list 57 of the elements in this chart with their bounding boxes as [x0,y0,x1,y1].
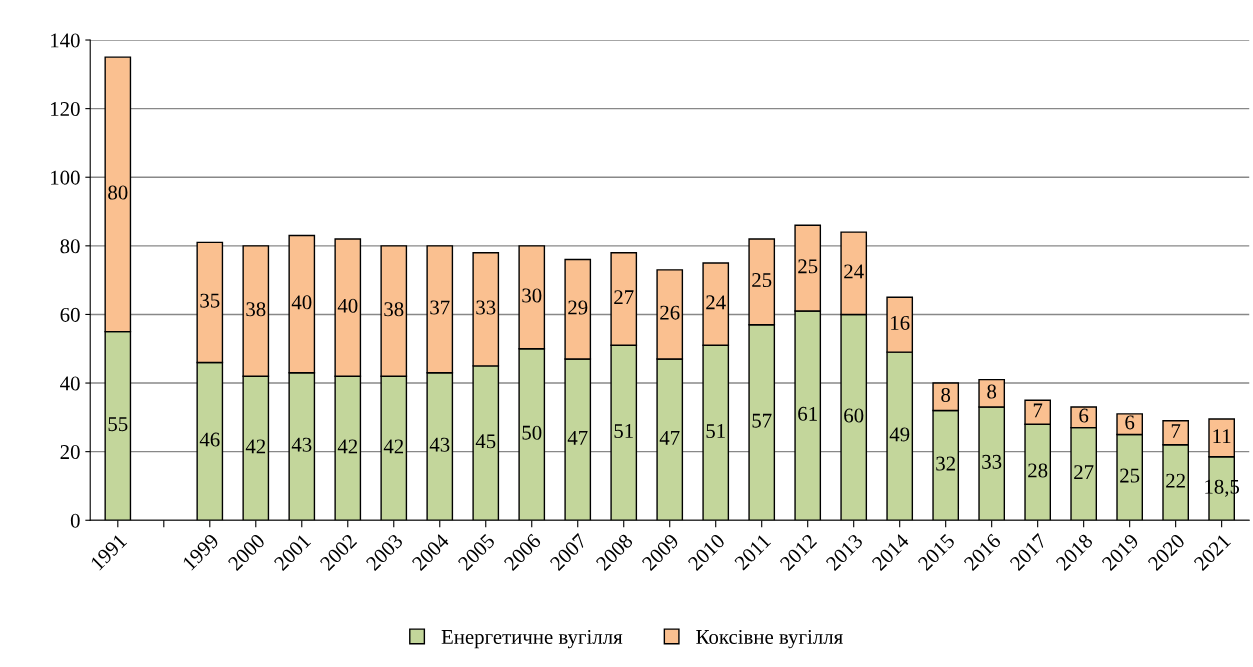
data-label: 35 [200,293,220,308]
data-label: 38 [246,302,266,317]
y-tick-label: 60 [60,307,80,322]
data-label: 55 [108,417,128,432]
data-label: 16 [891,315,910,330]
data-label: 6 [1125,415,1135,430]
data-label: 30 [522,288,542,303]
data-label: 8 [987,384,997,399]
data-label: 27 [614,290,634,305]
data-label: 45 [475,434,496,449]
data-label: 47 [659,430,680,445]
data-label: 42 [383,439,404,454]
data-label: 7 [1033,403,1043,418]
data-label: 38 [384,302,404,317]
data-label: 28 [1028,463,1048,478]
data-label: 50 [522,425,542,440]
legend-label: Коксівне вугілля [696,629,843,649]
y-tick-label: 80 [60,239,80,254]
y-tick-label: 20 [60,445,80,460]
y-tick-label: 120 [51,102,80,117]
data-label: 32 [936,456,955,471]
data-label: 49 [889,427,910,442]
data-label: 22 [1166,473,1185,488]
y-tick-label: 100 [51,170,80,185]
data-label: 61 [798,406,817,421]
data-label: 6 [1079,408,1089,423]
data-label: 60 [844,408,864,423]
legend-label: Енергетичне вугілля [441,629,623,649]
data-label: 43 [291,437,312,452]
data-label: 29 [568,300,588,315]
data-label: 11 [1213,429,1231,443]
data-label: 40 [291,295,312,310]
data-label: 24 [706,295,726,310]
data-label: 26 [660,305,680,320]
data-label: 25 [798,259,818,274]
data-label: 51 [706,424,725,438]
data-label: 7 [1171,424,1181,438]
data-label: 33 [476,300,496,315]
data-label: 46 [199,432,220,447]
data-label: 25 [752,273,772,288]
data-label: 25 [1120,468,1140,483]
data-label: 80 [108,185,128,200]
y-tick-label: 40 [60,376,80,391]
y-tick-label: 140 [51,33,80,48]
data-label: 24 [844,264,864,279]
y-tick-label: 0 [70,513,80,528]
data-label: 42 [337,439,358,454]
data-label: 51 [614,424,633,438]
data-label: 57 [752,413,772,428]
data-label: 42 [245,439,266,454]
data-label: 40 [337,298,358,313]
data-label: 37 [430,300,450,315]
data-label: 8 [941,387,951,402]
data-label: 47 [567,430,588,445]
data-label: 43 [429,437,450,452]
data-label: 33 [982,454,1002,469]
data-label: 27 [1074,465,1094,479]
